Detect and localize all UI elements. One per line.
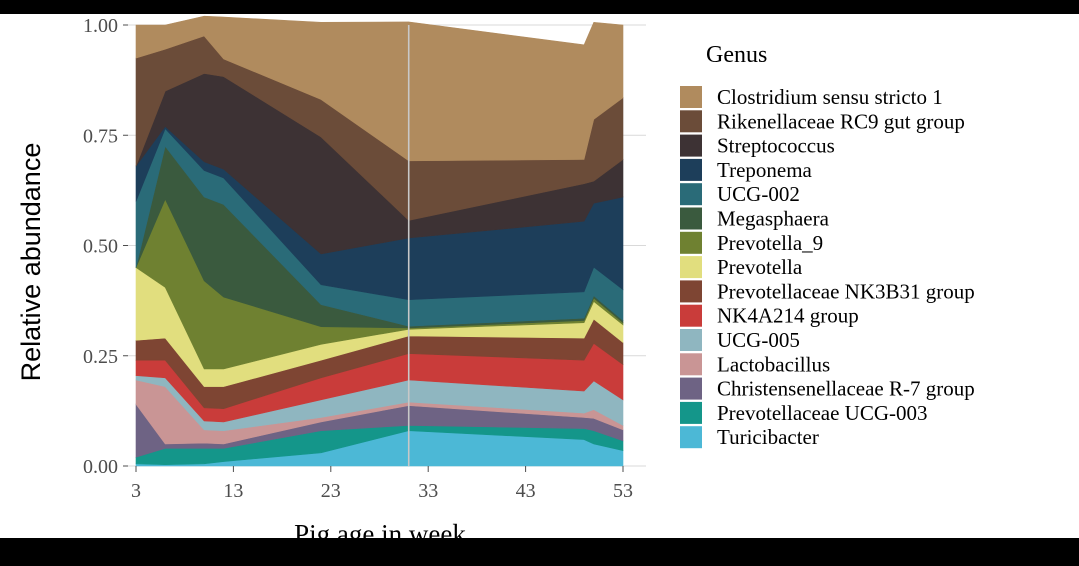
legend-swatch [680,110,702,133]
legend-label: Treponema [717,158,813,182]
legend-swatch [680,231,702,254]
legend-label: Christensenellaceae R-7 group [717,377,975,401]
legend-item: Christensenellaceae R-7 group [680,377,975,401]
legend-label: UCG-002 [717,182,800,206]
legend-label: Prevotellaceae NK3B31 group [717,279,975,303]
legend-label: Rikenellaceae RC9 gut group [717,109,965,133]
legend-swatch [680,207,702,230]
stacked-area-chart: 0.00 0.25 0.50 0.75 1.00 3 13 23 33 43 53 Relative… [16,15,975,538]
legend-swatch [680,280,702,303]
legend-label: Streptococcus [717,134,835,158]
legend-swatch [680,426,702,449]
legend-swatch [680,401,702,424]
legend-label: UCG-005 [717,328,800,352]
legend-item: NK4A214 group [680,304,859,328]
legend-item: Prevotellaceae UCG-003 [680,401,928,425]
legend-label: Turicibacter [717,425,819,449]
chart-figure: 0.00 0.25 0.50 0.75 1.00 3 13 23 33 43 53 Relative… [0,14,1079,538]
x-tick-label: 13 [223,480,243,502]
legend-item: Lactobacillus [680,352,830,376]
legend-item: Treponema [680,158,813,182]
x-tick-label: 3 [131,480,141,502]
legend-swatch [680,377,702,400]
area-series [135,15,624,467]
y-tick-label: 0.00 [83,456,118,478]
legend-swatch [680,183,702,206]
legend-item: Prevotellaceae NK3B31 group [680,279,975,303]
legend-swatch [680,304,702,327]
y-tick-label: 0.50 [83,236,118,258]
x-tick-label: 43 [516,480,536,502]
y-tick-label: 0.25 [83,346,118,368]
legend-swatch [680,158,702,181]
x-tick-label: 23 [321,480,341,502]
legend-label: NK4A214 group [717,304,859,328]
legend-item: Streptococcus [680,134,835,158]
area-clostridium-sensu-stricto-1 [135,15,624,162]
legend-item: Rikenellaceae RC9 gut group [680,109,965,133]
y-tick-label: 0.75 [83,125,118,147]
legend-title: Genus [706,42,767,68]
legend-label: Prevotella_9 [717,231,823,255]
legend-label: Prevotella [717,255,803,279]
legend-item: Prevotella_9 [680,231,823,255]
legend-item: Prevotella [680,255,803,279]
legend-label: Prevotellaceae UCG-003 [717,401,928,425]
legend-item: UCG-002 [680,182,800,206]
legend: Genus Clostridium sensu stricto 1Rikenel… [680,42,975,449]
legend-swatch [680,256,702,279]
legend-swatch [680,353,702,376]
x-axis-title: Pig age in week [294,519,466,538]
axes: 0.00 0.25 0.50 0.75 1.00 3 13 23 33 43 53 [83,15,633,502]
legend-label: Lactobacillus [717,352,830,376]
legend-label: Clostridium sensu stricto 1 [717,85,943,109]
legend-swatch [680,134,702,157]
y-tick-label: 1.00 [83,15,118,37]
legend-item: Turicibacter [680,425,819,449]
legend-item: Megasphaera [680,207,830,231]
y-axis-title: Relative abundance [16,143,46,382]
legend-swatch [680,329,702,351]
legend-item: UCG-005 [680,328,800,352]
x-tick-label: 53 [613,480,633,502]
x-tick-label: 33 [418,480,438,502]
legend-item: Clostridium sensu stricto 1 [680,85,943,109]
legend-swatch [680,86,702,108]
legend-label: Megasphaera [717,207,830,231]
